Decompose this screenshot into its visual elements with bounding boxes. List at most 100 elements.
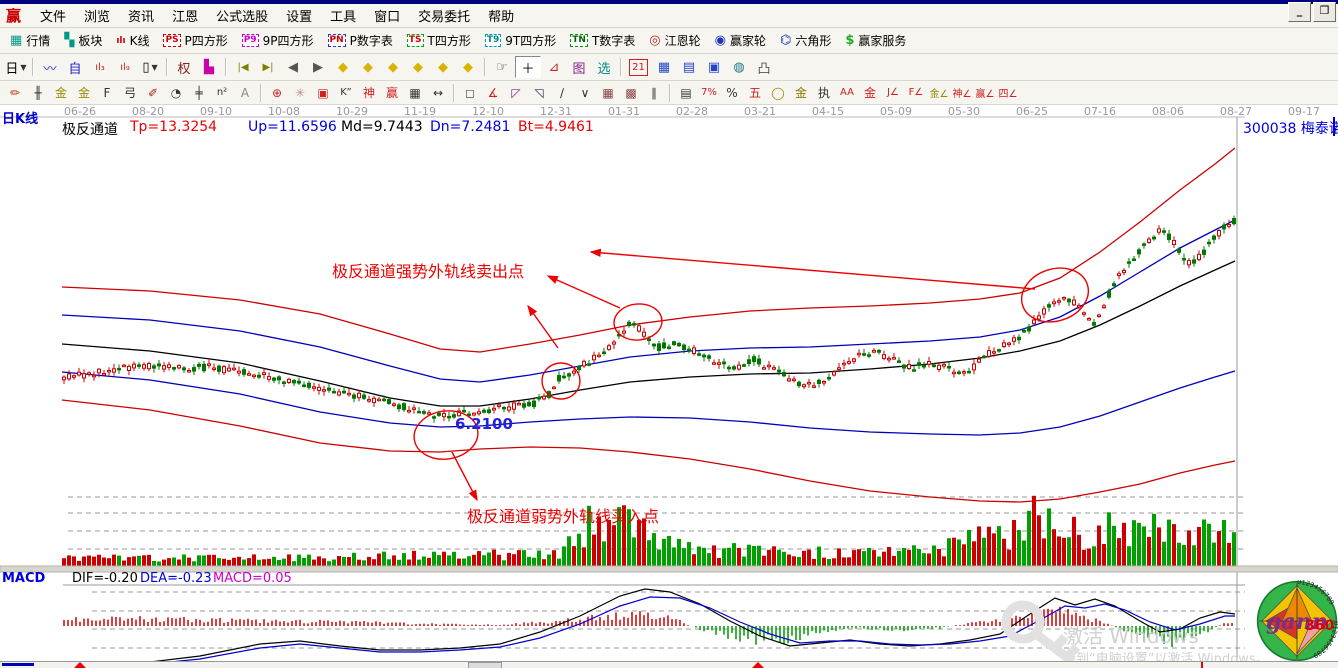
speed-fan-icon[interactable]: ∡ xyxy=(487,85,499,100)
spiral-tool-icon[interactable]: 弓 xyxy=(123,86,136,100)
gann-time-grid-icon[interactable]: ╫ xyxy=(34,85,42,100)
menu-formula[interactable]: 公式选股 xyxy=(216,10,269,25)
stat-percent-icon[interactable]: ▤ xyxy=(680,85,692,100)
calculator-icon[interactable]: ▦ xyxy=(657,59,671,75)
gann-circle-icon[interactable]: ⊕ xyxy=(271,85,283,100)
grid-9-charts-icon[interactable]: ıl₉ xyxy=(120,61,130,73)
enlarge-diamond-icon[interactable]: ◆ xyxy=(363,59,373,75)
drag-hand-icon[interactable]: ☞ xyxy=(496,59,508,75)
si-angle-icon[interactable]: 四∠ xyxy=(998,89,1018,100)
gold-channel-icon[interactable]: 金 xyxy=(863,86,876,100)
toolbar-blocks-button[interactable]: ▚ 板块 xyxy=(58,31,108,50)
double-a-icon[interactable]: AA xyxy=(840,87,854,98)
expand-v-diamond-icon[interactable]: ◆ xyxy=(438,59,448,75)
scrollbar-thumb[interactable] xyxy=(468,662,502,668)
n-square-icon[interactable]: n² xyxy=(216,87,228,98)
parallel-lines-icon[interactable]: ∥ xyxy=(651,85,657,100)
pen-measure-icon[interactable]: ✐ xyxy=(147,85,159,100)
j-angle-icon[interactable]: J∠ xyxy=(887,87,899,98)
gann-dial-icon[interactable]: ◔ xyxy=(170,85,182,100)
menu-gann[interactable]: 江恩 xyxy=(172,10,199,25)
grid-3-charts-icon[interactable]: ıl₃ xyxy=(95,61,105,73)
toolbar-p-square-button[interactable]: PS P四方形 xyxy=(157,31,233,50)
toolbar-p-number-button[interactable]: PN P数字表 xyxy=(322,31,399,50)
bottom-scrollbar[interactable] xyxy=(0,661,1338,668)
candle-style-icon[interactable]: ▯ ▼ xyxy=(142,59,158,75)
menu-settings[interactable]: 设置 xyxy=(286,10,313,25)
toolbar-hexagon-button[interactable]: ⌬ 六角形 xyxy=(774,31,837,50)
dark-fan-icon[interactable]: ◹ xyxy=(534,85,544,100)
toolbar-winner-service-button[interactable]: $ 赢家服务 xyxy=(839,31,912,50)
percent-5-icon[interactable]: 五 xyxy=(748,86,761,100)
full-range-diamond-icon[interactable]: ◆ xyxy=(463,59,473,75)
web-sync-icon[interactable]: ◍ xyxy=(733,59,745,75)
menu-trade[interactable]: 交易委托 xyxy=(418,10,471,25)
f-angle-icon[interactable]: F∠ xyxy=(908,87,924,98)
menu-tools[interactable]: 工具 xyxy=(330,10,357,25)
save-icon[interactable]: ▣ xyxy=(707,59,721,75)
next-screen-icon[interactable]: ▶ xyxy=(313,59,323,75)
trend-line-icon[interactable]: ∕ xyxy=(559,85,565,100)
toolbar-t-number-button[interactable]: TN T数字表 xyxy=(564,31,641,50)
filter-tool-icon[interactable]: 选 xyxy=(597,61,611,77)
width-measure-icon[interactable]: ↔ xyxy=(432,85,444,100)
time-cycle-icon[interactable]: ╪ xyxy=(195,85,203,100)
color-volume-icon[interactable]: ▙ xyxy=(204,59,214,75)
toolbar-quotes-button[interactable]: ▦ 行情 xyxy=(4,31,56,50)
region-tool-icon[interactable]: 图 xyxy=(572,61,586,77)
ying-gann-icon[interactable]: 赢 xyxy=(385,86,398,100)
toolbar-kline-button[interactable]: ılı K线 xyxy=(110,31,155,50)
grid-box-icon[interactable]: ▦ xyxy=(602,85,614,100)
box-fan-icon[interactable]: ◸ xyxy=(511,85,521,100)
toolbar-9p-square-button[interactable]: P9 9P四方形 xyxy=(236,31,320,50)
chart-area[interactable] xyxy=(0,104,1338,668)
compress-diamond-icon[interactable]: ◆ xyxy=(413,59,423,75)
menu-window[interactable]: 窗口 xyxy=(374,10,401,25)
stretch-h-diamond-icon[interactable]: ◆ xyxy=(388,59,398,75)
golden-section-v-icon[interactable]: 金 xyxy=(54,86,67,100)
menu-news[interactable]: 资讯 xyxy=(128,10,155,25)
first-page-icon[interactable]: |◀ xyxy=(237,61,249,73)
menu-help[interactable]: 帮助 xyxy=(488,10,515,25)
golden-section-h-icon[interactable]: 金 xyxy=(77,86,90,100)
gann-star-wheel-icon[interactable]: ✳ xyxy=(294,85,306,100)
minimize-button[interactable]: _ xyxy=(1288,2,1311,22)
toolbar-gann-wheel-button[interactable]: ◎ 江恩轮 xyxy=(643,31,706,50)
f10-info-icon[interactable]: 自 xyxy=(68,61,82,77)
zigzag-icon[interactable]: ∨ xyxy=(580,85,590,100)
self-stock-icon[interactable]: 〰 xyxy=(43,61,57,77)
price-table-icon[interactable]: ▦ xyxy=(409,85,421,100)
gold-lines-icon[interactable]: 金 xyxy=(794,86,807,100)
toolbar-9t-square-button[interactable]: T9 9T四方形 xyxy=(479,31,562,50)
brush-tool-icon[interactable]: ✏ xyxy=(9,85,21,100)
a-angle-icon[interactable]: A xyxy=(240,85,250,100)
last-page-icon[interactable]: ▶| xyxy=(262,61,274,73)
toolbar-t-square-button[interactable]: TS T四方形 xyxy=(401,31,477,50)
restoration-icon[interactable]: 权 xyxy=(177,61,191,77)
shen-gann-icon[interactable]: 神 xyxy=(362,86,375,100)
percent-7-icon[interactable]: 7% xyxy=(701,87,717,98)
percent-icon[interactable]: % xyxy=(726,85,738,100)
toolbar-winner-wheel-button[interactable]: ◉ 赢家轮 xyxy=(709,31,772,50)
prev-screen-icon[interactable]: ◀ xyxy=(288,59,298,75)
k-count-icon[interactable]: K” xyxy=(340,87,352,98)
ying-angle-icon[interactable]: 赢∠ xyxy=(975,89,995,100)
gann-square-wheel-icon[interactable]: ▣ xyxy=(317,85,329,100)
drag-pen-icon[interactable]: 执 xyxy=(817,86,830,100)
restore-button[interactable]: ❐ xyxy=(1313,2,1336,22)
gold-angle-icon[interactable]: 金∠ xyxy=(929,89,949,100)
gold-circle-icon[interactable]: ◯ xyxy=(771,85,785,100)
rect-frame-icon[interactable]: ◻ xyxy=(465,85,475,100)
angle-measure-icon[interactable]: ⊿ xyxy=(548,59,560,75)
calendar-icon[interactable]: 21 xyxy=(629,58,648,76)
menu-file[interactable]: 文件 xyxy=(40,10,67,25)
shrink-diamond-icon[interactable]: ◆ xyxy=(338,59,348,75)
menu-browse[interactable]: 浏览 xyxy=(84,10,111,25)
grid-box-diag-icon[interactable]: ▩ xyxy=(625,85,637,100)
notebook-icon[interactable]: ▤ xyxy=(682,59,696,75)
period-daily-icon[interactable]: 日 ▼ xyxy=(5,61,27,77)
f-percent-line-icon[interactable]: F xyxy=(103,85,111,100)
print-icon[interactable]: 凸 xyxy=(757,61,771,77)
crosshair-icon[interactable]: ＋ xyxy=(515,56,541,78)
